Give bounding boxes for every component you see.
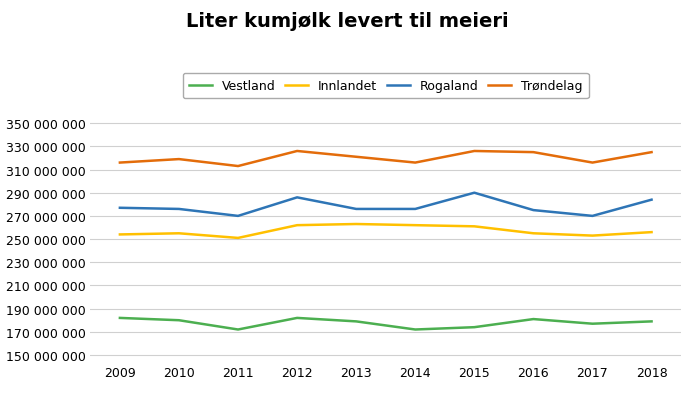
Rogaland bbox=[589, 214, 597, 219]
Legend: Vestland, Innlandet, Rogaland, Trøndelag: Vestland, Innlandet, Rogaland, Trøndelag bbox=[183, 74, 589, 99]
Trøndelag bbox=[234, 164, 243, 169]
Innlandet bbox=[411, 223, 419, 228]
Trøndelag bbox=[115, 161, 124, 166]
Rogaland bbox=[352, 207, 361, 212]
Rogaland bbox=[174, 207, 183, 212]
Trøndelag bbox=[589, 161, 597, 166]
Vestland bbox=[115, 316, 124, 320]
Innlandet bbox=[470, 224, 478, 229]
Line: Vestland: Vestland bbox=[120, 318, 652, 330]
Line: Innlandet: Innlandet bbox=[120, 225, 652, 238]
Trøndelag bbox=[648, 150, 656, 155]
Trøndelag bbox=[293, 149, 302, 154]
Line: Rogaland: Rogaland bbox=[120, 193, 652, 217]
Vestland bbox=[352, 319, 361, 324]
Vestland bbox=[470, 325, 478, 330]
Rogaland bbox=[234, 214, 243, 219]
Trøndelag bbox=[174, 157, 183, 162]
Rogaland bbox=[293, 195, 302, 200]
Innlandet bbox=[234, 236, 243, 241]
Rogaland bbox=[648, 198, 656, 203]
Vestland bbox=[411, 327, 419, 332]
Innlandet bbox=[115, 233, 124, 237]
Text: Liter kumjølk levert til meieri: Liter kumjølk levert til meieri bbox=[186, 12, 509, 31]
Trøndelag bbox=[470, 149, 478, 154]
Rogaland bbox=[115, 206, 124, 211]
Vestland bbox=[589, 322, 597, 326]
Line: Trøndelag: Trøndelag bbox=[120, 152, 652, 167]
Vestland bbox=[234, 327, 243, 332]
Trøndelag bbox=[530, 150, 538, 155]
Vestland bbox=[530, 317, 538, 322]
Rogaland bbox=[470, 191, 478, 196]
Innlandet bbox=[293, 223, 302, 228]
Innlandet bbox=[648, 230, 656, 235]
Vestland bbox=[648, 319, 656, 324]
Innlandet bbox=[530, 231, 538, 236]
Rogaland bbox=[530, 208, 538, 213]
Trøndelag bbox=[352, 155, 361, 160]
Vestland bbox=[174, 318, 183, 323]
Vestland bbox=[293, 316, 302, 320]
Innlandet bbox=[174, 231, 183, 236]
Innlandet bbox=[352, 222, 361, 227]
Rogaland bbox=[411, 207, 419, 212]
Innlandet bbox=[589, 234, 597, 239]
Trøndelag bbox=[411, 161, 419, 166]
